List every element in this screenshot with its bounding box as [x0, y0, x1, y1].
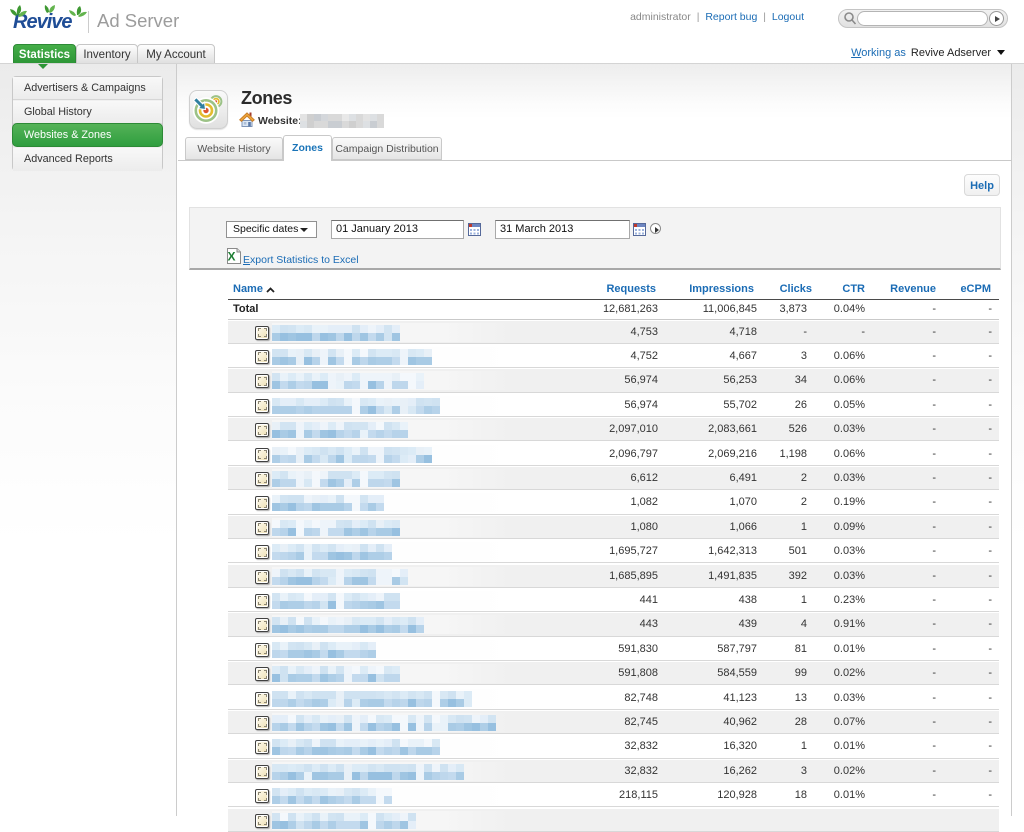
svg-text:X: X	[228, 250, 236, 264]
